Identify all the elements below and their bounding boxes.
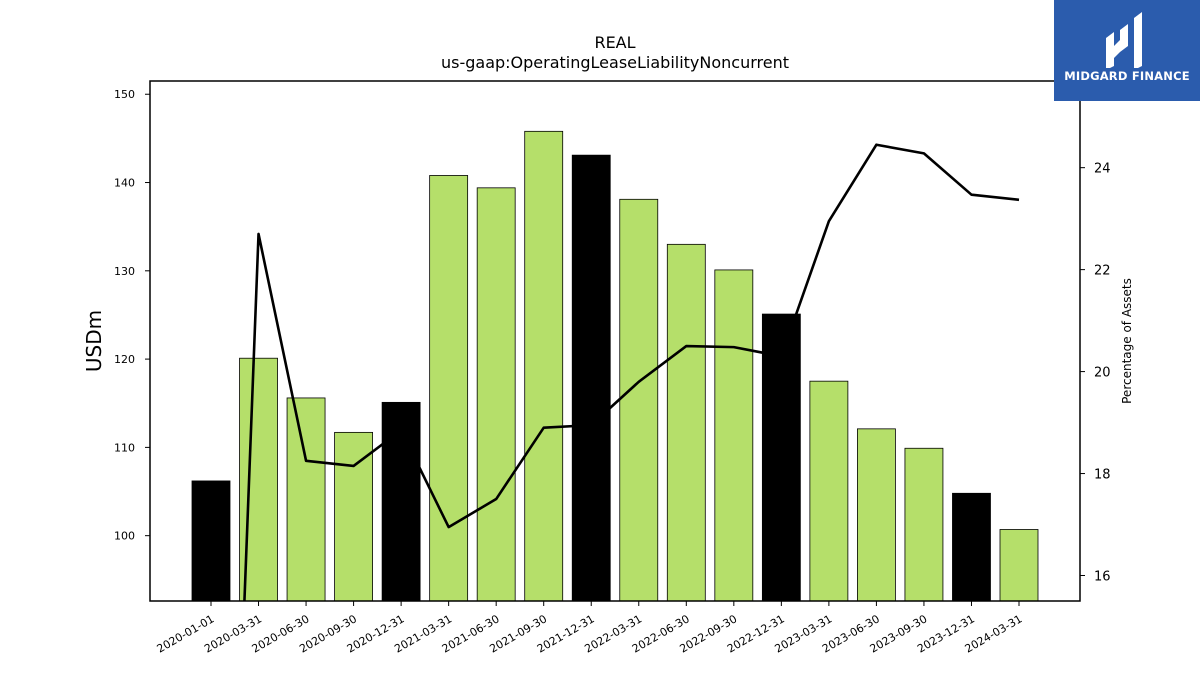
right-tick-label: 24 [1094, 162, 1111, 177]
right-tick-label: 18 [1094, 468, 1111, 483]
bar-2022-03-31 [619, 198, 659, 602]
left-tick-label: 100 [114, 530, 135, 543]
bar-2021-12-31 [571, 154, 611, 602]
bar-2020-09-30 [334, 431, 373, 602]
bar-2022-06-30 [666, 243, 706, 602]
bar-2023-09-30 [904, 447, 944, 602]
line-percentage-of-assets [243, 143, 1020, 601]
left-tick-label: 140 [114, 177, 135, 190]
left-tick-label: 150 [114, 88, 135, 101]
right-tick-label: 20 [1094, 366, 1111, 381]
bar-2021-06-30 [476, 187, 516, 602]
left-axis: 100 110 120 130 140 150 [114, 88, 150, 543]
company-logo: MIDGARD FINANCE [1054, 0, 1200, 101]
right-tick-label: 16 [1094, 570, 1111, 585]
line-group [243, 143, 1020, 601]
bar-2020-01-01 [191, 480, 231, 602]
bar-2024-03-31 [999, 529, 1039, 602]
plot-frame [149, 80, 1081, 602]
bar-2022-09-30 [714, 269, 754, 602]
y2-axis-label: Percentage of Assets [1120, 278, 1134, 404]
bar-2022-12-31 [761, 313, 801, 602]
chart-title: REAL [594, 33, 635, 52]
right-tick-label: 22 [1094, 264, 1111, 279]
bar-2021-09-30 [524, 130, 564, 602]
bar-2020-12-31 [381, 401, 421, 602]
left-tick-label: 120 [114, 353, 135, 366]
chart-subtitle: us-gaap:OperatingLeaseLiabilityNoncurren… [441, 53, 789, 72]
bar-2021-03-31 [429, 175, 469, 602]
right-axis: 16 18 20 22 24 [1080, 162, 1111, 585]
left-tick-label: 110 [114, 441, 135, 454]
left-tick-label: 130 [114, 265, 135, 278]
bar-group [191, 130, 1039, 602]
y-axis-label: USDm [82, 310, 106, 372]
logo-text: MIDGARD FINANCE [1064, 69, 1190, 83]
bar-2023-03-31 [809, 380, 849, 602]
x-axis: 2020-01-012020-03-312020-06-302020-09-30… [155, 601, 1025, 656]
logo-mark-icon [1106, 12, 1142, 68]
bar-2023-12-31 [952, 492, 991, 602]
bar-2020-06-30 [286, 397, 326, 602]
bar-2023-06-30 [857, 428, 896, 602]
